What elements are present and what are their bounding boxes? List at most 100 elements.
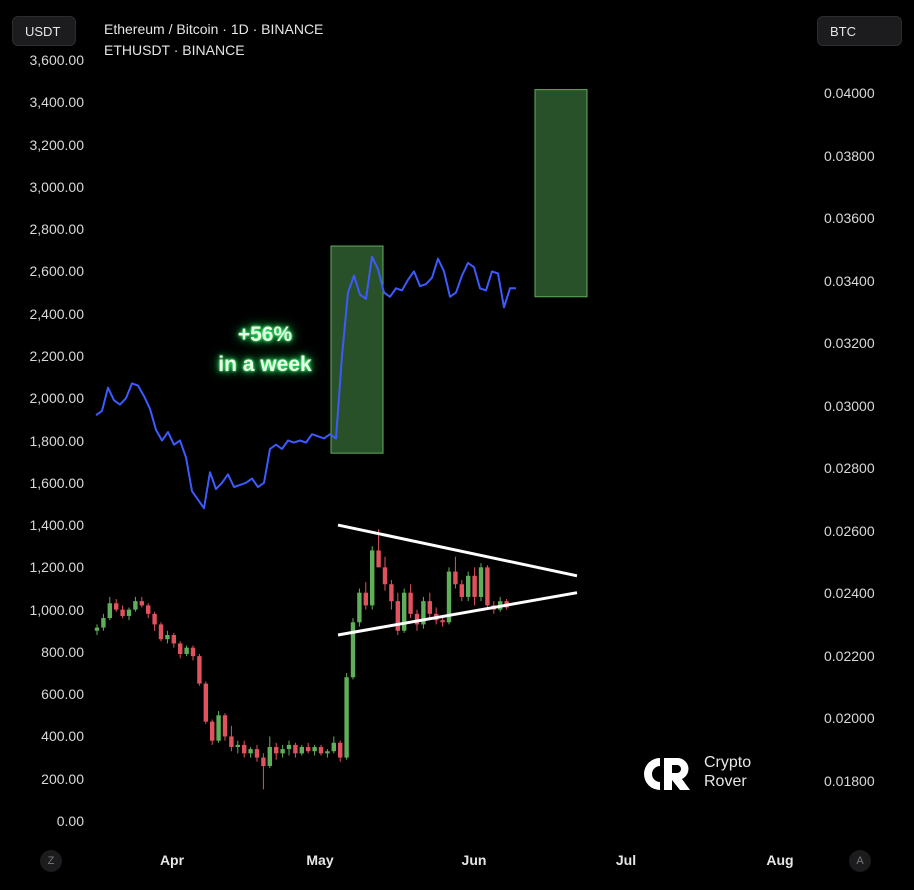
logo-text-line2: Rover: [704, 773, 747, 790]
logo-text-line1: Crypto: [704, 754, 752, 771]
left-axis-tick: 2,200.00: [29, 347, 85, 364]
candle-body: [440, 620, 445, 623]
right-axis-tick: 0.03600: [824, 210, 875, 227]
left-axis-tick: 2,800.00: [29, 221, 85, 238]
left-axis-tick: 2,400.00: [29, 305, 85, 322]
triangle-upper-line: [337, 523, 578, 578]
left-axis-tick: 0.00: [56, 813, 84, 829]
candle-body: [165, 634, 170, 640]
candle-body: [485, 567, 490, 606]
candle-body: [421, 601, 426, 625]
candle-body: [229, 736, 234, 748]
right-axis-tick: 0.02800: [824, 460, 875, 477]
candle-body: [312, 747, 317, 752]
candle-body: [210, 721, 215, 741]
right-axis-tick: 0.03000: [824, 397, 875, 414]
candle-body: [203, 683, 208, 722]
candle-body: [338, 742, 343, 758]
candle-body: [357, 592, 362, 623]
left-axis-tick: 800.00: [41, 643, 84, 660]
candle-body: [254, 749, 260, 758]
candle-body: [402, 592, 407, 631]
candle-body: [274, 747, 279, 754]
candle-body: [146, 605, 151, 614]
z-button[interactable]: Z: [40, 850, 62, 872]
candle-body: [235, 744, 240, 748]
candle-body: [414, 613, 420, 625]
candle-body: [216, 715, 221, 741]
right-unit-button[interactable]: BTC: [817, 16, 902, 46]
triangle-lower-line: [337, 591, 578, 637]
candle-body: [248, 749, 253, 754]
right-axis-tick: 0.01800: [824, 773, 875, 789]
annotation-line2: in a week: [218, 353, 312, 376]
x-axis-tick: Apr: [159, 852, 185, 868]
candle-body: [184, 647, 189, 655]
candle-body: [325, 751, 330, 754]
candle-body: [261, 757, 266, 767]
x-axis-tick: Aug: [766, 852, 794, 868]
right-axis-tick: 0.02000: [824, 710, 875, 727]
candle-body: [472, 575, 477, 597]
candle-body: [293, 744, 298, 754]
left-axis-tick: 1,800.00: [29, 432, 85, 449]
candle-body: [94, 627, 100, 631]
candle-body: [107, 603, 112, 619]
candle-body: [370, 550, 375, 606]
right-axis-tick: 0.02200: [824, 647, 875, 664]
candle-body: [171, 634, 176, 644]
candle-body: [395, 601, 400, 631]
candle-body: [478, 567, 484, 597]
candle-body: [178, 643, 183, 655]
candle-body: [466, 575, 471, 597]
candle-body: [242, 744, 247, 754]
left-axis-tick: 1,400.00: [29, 517, 85, 534]
right-axis-tick: 0.02400: [824, 585, 875, 602]
left-axis-tick: 2,000.00: [29, 390, 85, 407]
left-axis-tick: 1,000.00: [29, 601, 85, 618]
candle-body: [101, 618, 106, 628]
candle-body: [382, 567, 388, 585]
right-axis-tick: 0.02600: [824, 522, 875, 539]
crypto-rover-logo-icon: [644, 758, 690, 790]
candle-body: [363, 592, 368, 606]
chart-subtitle: ETHUSDT · BINANCE: [104, 42, 245, 58]
candle-body: [158, 624, 164, 640]
candle-body: [389, 584, 394, 602]
x-axis-tick: May: [306, 852, 334, 868]
left-unit-button[interactable]: USDT: [12, 16, 76, 46]
candle-body: [408, 592, 413, 614]
candle-body: [126, 609, 132, 616]
candle-body: [133, 601, 138, 610]
right-axis-tick: 0.03400: [824, 272, 875, 289]
candle-body: [446, 571, 452, 623]
eth-btc-line: [95, 255, 516, 510]
candle-body: [299, 747, 304, 754]
candle-body: [120, 609, 125, 616]
candle-body: [318, 747, 324, 754]
left-axis-tick: 3,400.00: [29, 94, 85, 111]
candle-body: [197, 656, 202, 684]
candle-body: [331, 742, 336, 752]
candle-body: [306, 747, 311, 752]
candle-body: [344, 677, 349, 758]
candle-body: [280, 749, 285, 754]
left-axis-tick: 200.00: [41, 770, 84, 787]
candle-body: [350, 622, 356, 678]
candle-body: [222, 715, 228, 737]
right-axis-tick: 0.03200: [824, 335, 875, 352]
x-axis-tick: Jul: [615, 852, 637, 868]
left-axis-tick: 3,000.00: [29, 178, 85, 195]
candle-body: [286, 744, 292, 750]
candle-body: [139, 601, 144, 606]
a-button[interactable]: A: [849, 850, 871, 872]
left-axis-tick: 1,600.00: [29, 474, 85, 491]
highlight-box: [534, 89, 588, 298]
right-axis-tick: 0.03800: [824, 147, 875, 164]
left-axis-tick: 3,600.00: [29, 52, 85, 68]
left-axis-tick: 600.00: [41, 686, 84, 703]
right-axis-tick: 0.04000: [824, 85, 875, 101]
candle-body: [152, 613, 157, 625]
candle-body: [376, 550, 381, 568]
candle-body: [114, 603, 119, 610]
